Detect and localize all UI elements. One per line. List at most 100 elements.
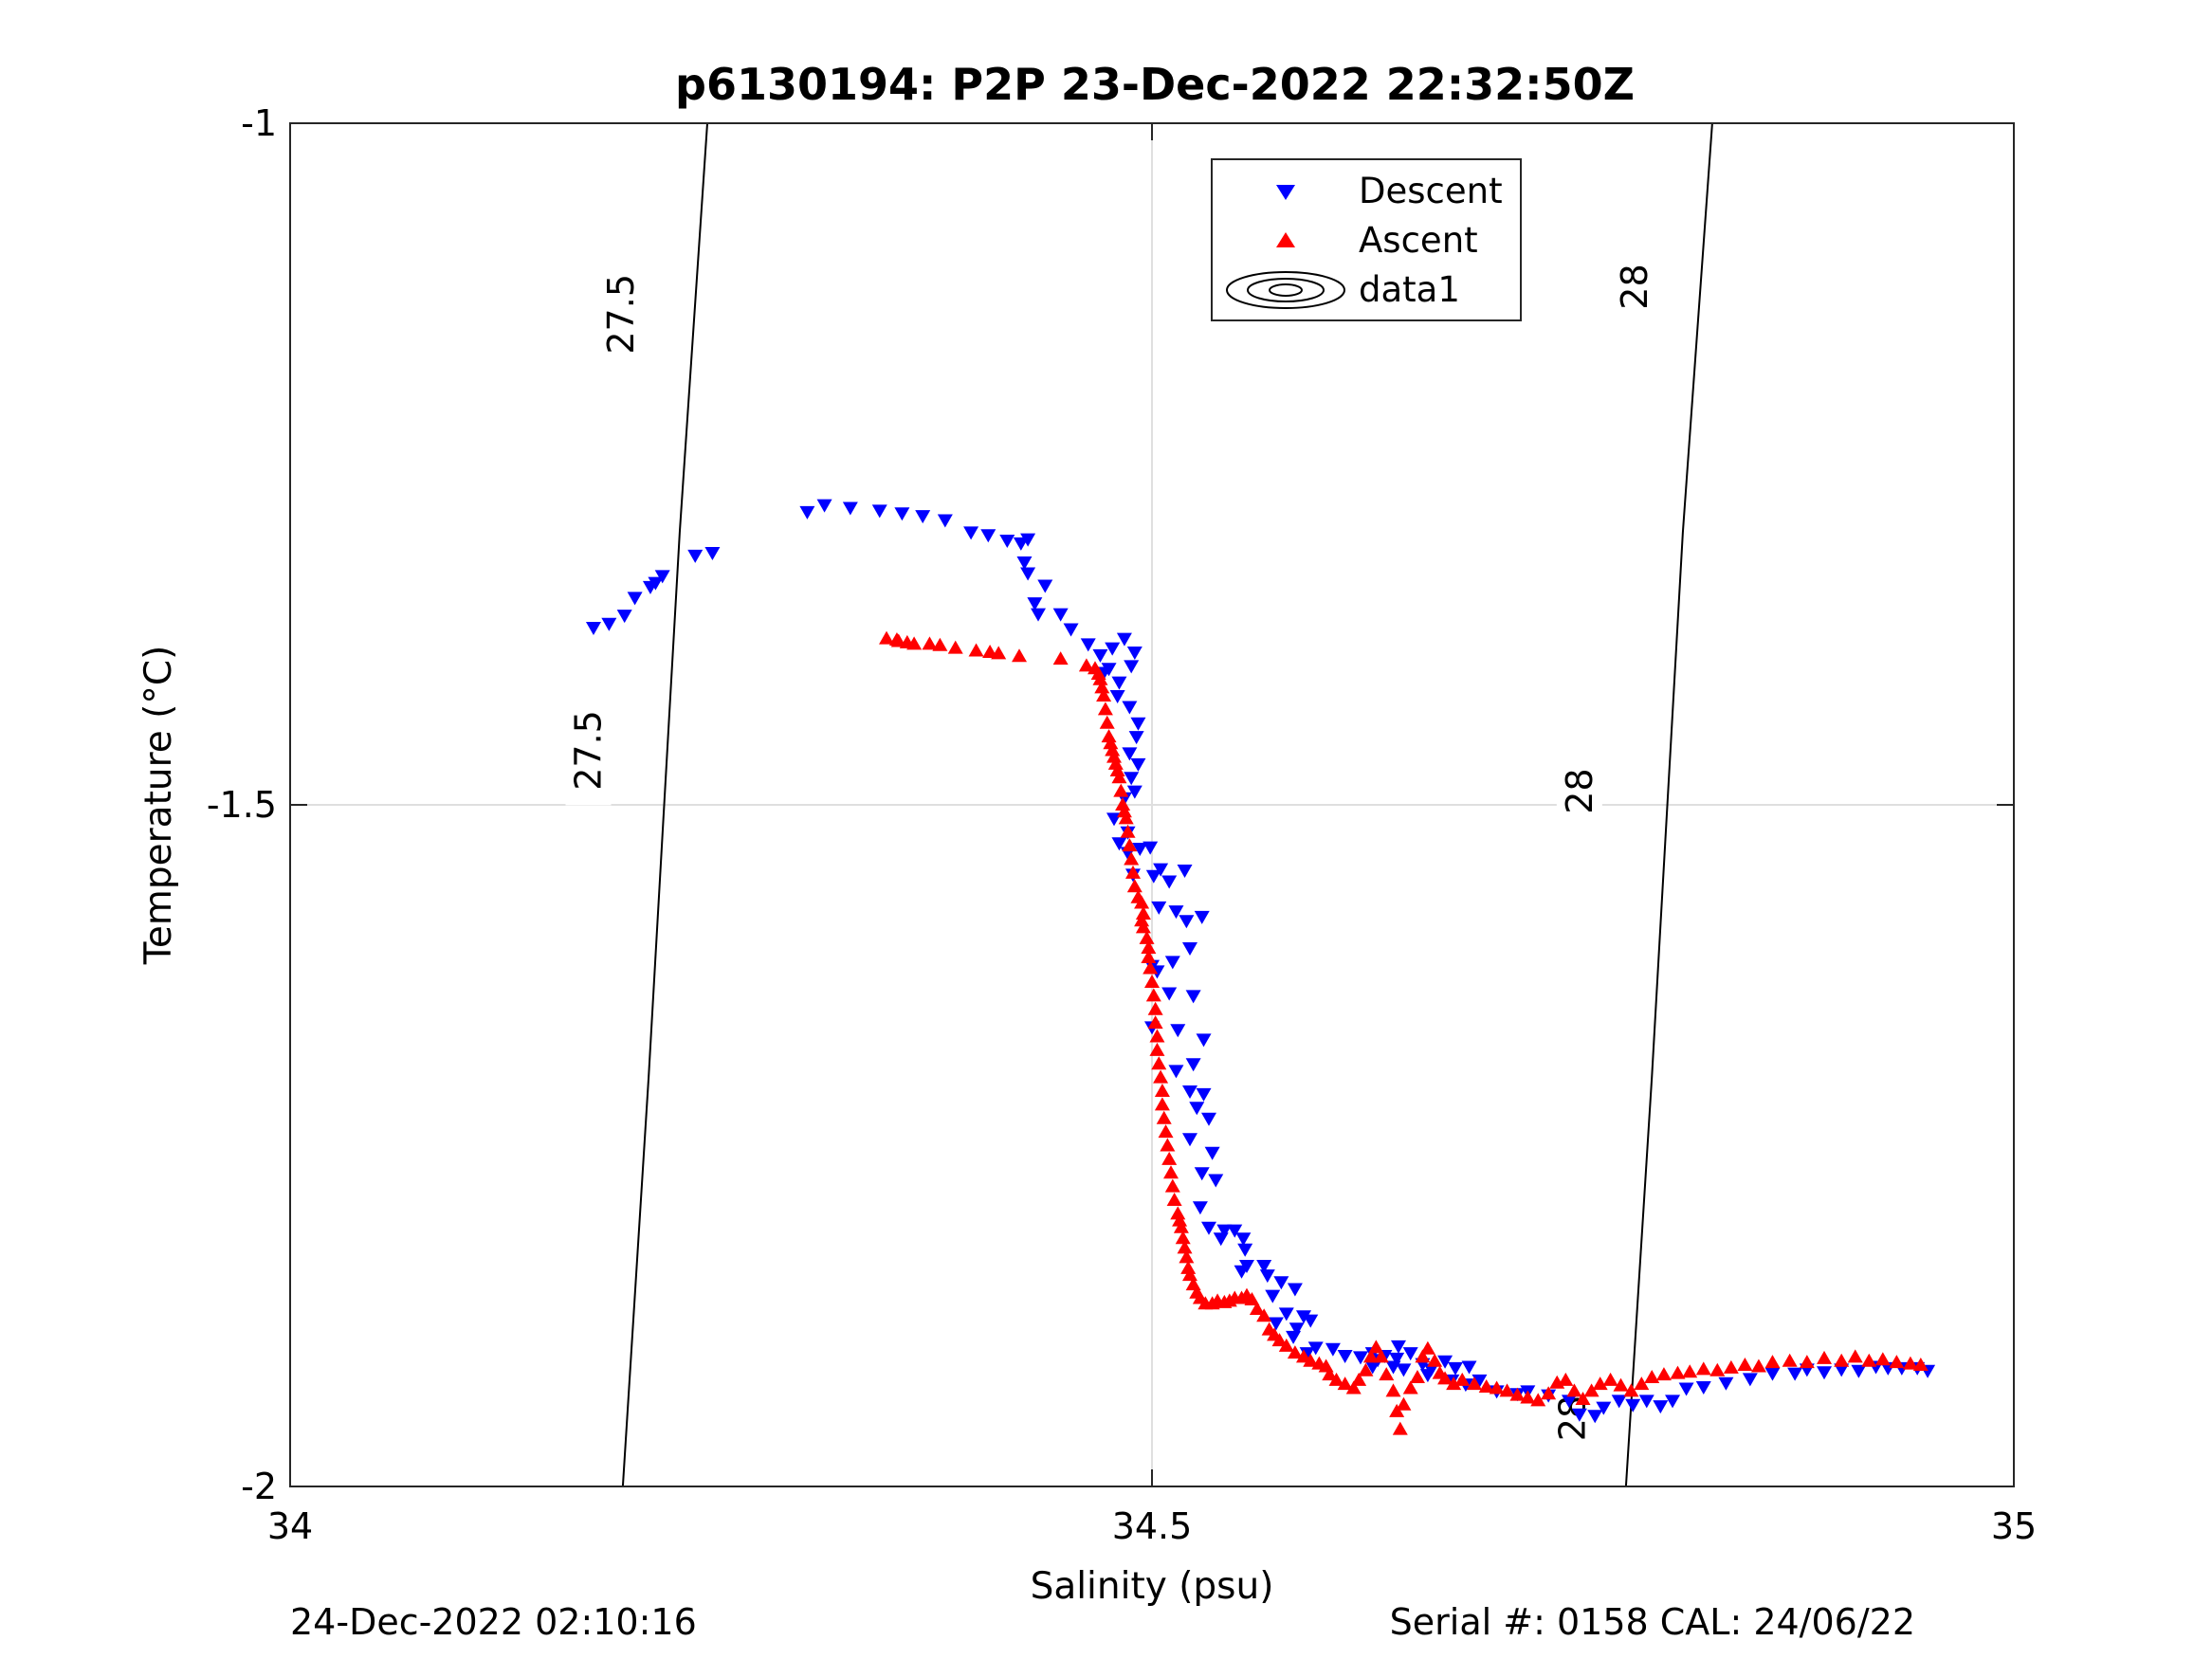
ascent-point-111: [1419, 1340, 1435, 1355]
descent-point-103: [1337, 1349, 1353, 1363]
ascent-point-117: [1466, 1376, 1482, 1391]
contour-label-0-0: 27.5: [568, 710, 610, 791]
ascent-point-18: [1096, 687, 1112, 702]
ascent-point-25: [1107, 756, 1124, 770]
ascent-point-51: [1149, 1042, 1165, 1056]
y-axis-label: Temperature (°C): [137, 646, 180, 966]
descent-point-107: [1390, 1340, 1406, 1354]
ascent-point-88: [1278, 1338, 1294, 1352]
ascent-point-67: [1177, 1240, 1193, 1254]
descent-point-73: [1196, 1087, 1212, 1102]
ascent-point-100: [1362, 1349, 1379, 1363]
descent-point-76: [1204, 1146, 1220, 1160]
ascent-point-36: [1126, 879, 1143, 893]
ascent-point-140: [1709, 1362, 1726, 1376]
descent-point-11: [1020, 533, 1036, 547]
descent-point-41: [1122, 747, 1138, 761]
ascent-point-58: [1160, 1138, 1176, 1152]
descent-point-83: [1227, 1224, 1243, 1238]
descent-point-27: [1063, 623, 1079, 637]
descent-point-12: [704, 546, 721, 560]
descent-point-128: [1571, 1408, 1587, 1422]
contour-label-1-0: 28: [1559, 768, 1600, 813]
ascent-point-130: [1592, 1376, 1608, 1391]
descent-point-6: [937, 514, 953, 528]
ascent-point-106: [1392, 1421, 1408, 1435]
ascent-point-56: [1156, 1110, 1172, 1124]
descent-point-101: [1325, 1342, 1341, 1357]
ascent-point-34: [1124, 851, 1140, 866]
descent-point-92: [1287, 1283, 1303, 1297]
descent-point-140: [1764, 1367, 1781, 1381]
descent-point-138: [1718, 1376, 1734, 1391]
ascent-point-82: [1244, 1291, 1260, 1305]
axis-ticks: 34 34.5 35 -1 -1.5 -2: [207, 102, 2037, 1547]
descent-point-29: [1092, 648, 1108, 663]
descent-point-91: [1273, 1276, 1289, 1290]
ascent-point-32: [1120, 824, 1136, 838]
ascent-point-119: [1489, 1380, 1505, 1395]
descent-point-35: [1116, 632, 1132, 647]
descent-point-84: [1213, 1232, 1229, 1247]
ascent-point-154: [1912, 1358, 1929, 1372]
descent-point-85: [1235, 1232, 1252, 1247]
descent-point-90: [1259, 1269, 1275, 1284]
descent-point-20: [585, 622, 601, 636]
descent-point-127: [1561, 1395, 1577, 1409]
ascent-point-150: [1861, 1353, 1877, 1367]
descent-point-37: [1126, 646, 1143, 660]
descent-point-5: [915, 510, 931, 524]
descent-point-4: [894, 507, 910, 521]
ascent-point-10: [991, 646, 1007, 660]
descent-point-144: [1834, 1363, 1850, 1377]
descent-point-143: [1817, 1366, 1833, 1380]
descent-point-9: [999, 535, 1015, 549]
y-tick-label-0: -1: [241, 102, 277, 144]
ascent-point-63: [1170, 1206, 1186, 1220]
ascent-point-110: [1415, 1349, 1431, 1363]
ascent-point-49: [1147, 1015, 1163, 1030]
descent-point-75: [1200, 1112, 1216, 1126]
ascent-point-33: [1122, 838, 1138, 852]
contour-label-1-1: 28: [1614, 264, 1655, 309]
descent-point-60: [1179, 915, 1195, 929]
descent-point-82: [1216, 1224, 1233, 1238]
ascent-point-23: [1105, 742, 1121, 757]
descent-point-100: [1307, 1341, 1324, 1356]
descent-point-97: [1289, 1322, 1305, 1337]
contour-label-bg-1-0: [1556, 758, 1602, 824]
ascent-point-115: [1446, 1376, 1462, 1391]
ascent-point-55: [1154, 1097, 1170, 1111]
y-tick-label-2: -2: [241, 1466, 277, 1507]
x-tick-label-0: 34: [267, 1505, 313, 1547]
contour-label-bg-1-1: [1612, 254, 1658, 319]
descent-point-139: [1742, 1373, 1758, 1387]
descent-point-132: [1625, 1398, 1641, 1413]
ascent-point-101: [1368, 1340, 1384, 1354]
descent-point-1: [816, 499, 832, 513]
ascent-point-91: [1303, 1353, 1319, 1367]
ascent-point-95: [1328, 1372, 1344, 1386]
ascent-point-52: [1151, 1056, 1167, 1070]
ascent-point-143: [1750, 1358, 1766, 1373]
descent-point-66: [1185, 990, 1201, 1004]
legend-ascent-marker: [1276, 232, 1295, 247]
descent-point-62: [1164, 956, 1180, 970]
descent-point-69: [1196, 1033, 1212, 1048]
descent-point-53: [1153, 863, 1169, 877]
contour-label-0-1: 27.5: [600, 274, 642, 355]
descent-point-93: [1265, 1289, 1281, 1304]
descent-point-86: [1237, 1243, 1253, 1257]
ascent-point-94: [1322, 1367, 1338, 1381]
descent-point-71: [1168, 1065, 1184, 1079]
descent-point-119: [1419, 1369, 1435, 1383]
ascent-point-20: [1099, 715, 1115, 729]
ascent-point-151: [1874, 1352, 1891, 1366]
ascent-point-153: [1902, 1356, 1918, 1370]
ascent-point-108: [1402, 1380, 1418, 1395]
chart-title: p6130194: P2P 23-Dec-2022 22:32:50Z: [675, 59, 1635, 110]
ascent-point-62: [1166, 1193, 1182, 1207]
descent-point-16: [642, 580, 658, 594]
ascent-point-89: [1287, 1345, 1303, 1359]
descent-point-0: [799, 505, 815, 520]
